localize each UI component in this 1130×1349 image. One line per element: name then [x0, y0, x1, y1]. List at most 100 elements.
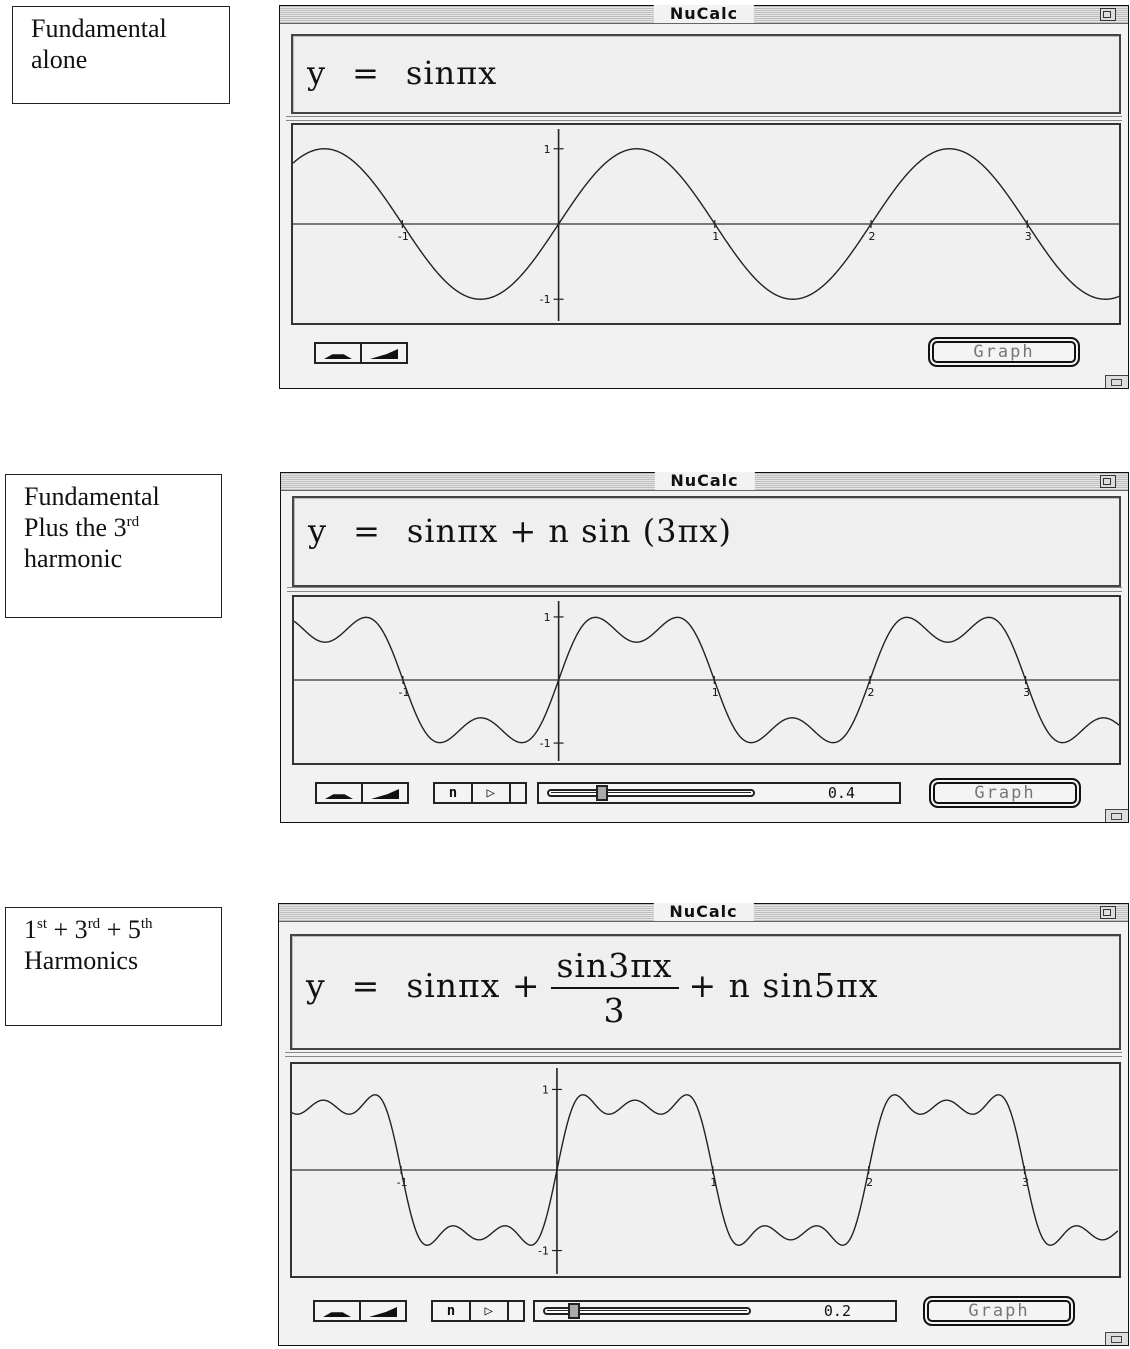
title-bar[interactable]: NuCalc — [281, 472, 1128, 491]
plot: -1 1 2 3 1 -1 — [293, 129, 1119, 321]
label-fundamental-plus-3rd: Fundamental Plus the 3rd harmonic — [5, 474, 222, 618]
graph-button[interactable]: Graph — [929, 778, 1081, 808]
equation: y = sinπx + sin3πx 3 + n sin5πx — [306, 946, 878, 1030]
resize-handle-icon[interactable] — [1105, 375, 1128, 388]
mode-ramp-button[interactable] — [361, 1302, 405, 1320]
x-tick-label: 3 — [1023, 686, 1030, 699]
y-tick-label: -1 — [538, 1245, 549, 1258]
label-line-harmonic-list: 1st + 3rd + 5th — [24, 914, 221, 945]
equation: y = sinπx + n sin (3πx) — [308, 512, 732, 550]
nucalc-window-1: NuCalc y = sinπx -1 1 2 3 1 -1 Graph — [279, 5, 1129, 389]
graph-mode-buttons — [314, 342, 408, 364]
label-line: alone — [31, 45, 88, 74]
equation-equals: = — [351, 966, 381, 1005]
n-variable-button[interactable]: n — [435, 784, 473, 802]
label-sup: rd — [126, 514, 140, 530]
x-tick-label: -1 — [398, 230, 409, 243]
title-bar[interactable]: NuCalc — [279, 903, 1128, 922]
divider — [287, 587, 1122, 592]
label-line: Fundamental — [31, 14, 167, 43]
mode-flat-button[interactable] — [315, 1302, 361, 1320]
function-curve — [293, 148, 1119, 300]
flat-mode-icon — [324, 354, 352, 359]
divider — [286, 116, 1122, 121]
mode-flat-button[interactable] — [316, 344, 362, 362]
play-icon[interactable]: ▷ — [471, 1302, 509, 1320]
slider-value: 0.4 — [827, 784, 855, 802]
flat-mode-icon — [325, 794, 353, 799]
nucalc-window-2: NuCalc y = sinπx + n sin (3πx) -1 1 2 3 1 -1 n … — [280, 472, 1129, 823]
flat-mode-icon — [323, 1312, 351, 1317]
label-text: + 3 — [47, 915, 88, 944]
ramp-mode-icon — [371, 789, 399, 799]
x-tick-label: 1 — [710, 1176, 717, 1189]
window-title: NuCalc — [654, 472, 755, 490]
y-tick-label: -1 — [540, 293, 551, 306]
mode-ramp-button[interactable] — [363, 784, 407, 802]
y-tick-label: 1 — [544, 611, 551, 624]
graph-button-label: Graph — [974, 783, 1036, 803]
label-text: 1 — [24, 915, 37, 944]
graph-button-label: Graph — [968, 1301, 1030, 1321]
title-bar[interactable]: NuCalc — [280, 5, 1128, 24]
n-slider[interactable]: 0.4 — [537, 782, 901, 804]
equation-lhs: y — [306, 966, 326, 1005]
label-text: Plus the 3 — [24, 513, 127, 542]
plot: -1 1 2 3 1 -1 — [294, 601, 1119, 761]
equation-area[interactable]: y = sinπx + sin3πx 3 + n sin5πx — [290, 934, 1121, 1050]
slider-track[interactable] — [547, 789, 755, 797]
label-sup: th — [140, 916, 153, 932]
x-tick-label: 1 — [712, 686, 719, 699]
ramp-mode-icon — [369, 1307, 397, 1317]
n-variable-button[interactable]: n — [433, 1302, 471, 1320]
graph-button[interactable]: Graph — [923, 1296, 1075, 1326]
n-slider[interactable]: 0.2 — [533, 1300, 897, 1322]
graph-area[interactable]: -1 1 2 3 1 -1 — [290, 1062, 1121, 1278]
equation-area[interactable]: y = sinπx + n sin (3πx) — [292, 496, 1121, 587]
window-title: NuCalc — [653, 5, 755, 23]
slider-track[interactable] — [543, 1307, 751, 1315]
equation-rhs: sinπx — [405, 54, 498, 92]
equation-equals: = — [353, 512, 381, 550]
equation: y = sinπx — [307, 54, 497, 92]
x-tick-label: 1 — [712, 230, 719, 243]
zoom-box-icon[interactable] — [1100, 475, 1116, 488]
graph-area[interactable]: -1 1 2 3 1 -1 — [292, 595, 1121, 765]
equation-area[interactable]: y = sinπx — [291, 34, 1121, 114]
fraction-numerator: sin3πx — [550, 946, 679, 989]
equation-rhs-a: sinπx + — [406, 966, 541, 1005]
y-tick-label: 1 — [544, 143, 551, 156]
y-tick-label: -1 — [540, 737, 551, 750]
resize-handle-icon[interactable] — [1105, 809, 1128, 822]
zoom-box-icon[interactable] — [1100, 906, 1116, 919]
x-tick-label: 2 — [866, 1176, 873, 1189]
play-icon[interactable]: ▷ — [473, 784, 511, 802]
label-line: Fundamental — [24, 482, 160, 511]
equation-equals: = — [352, 54, 380, 92]
graph-button[interactable]: Graph — [928, 337, 1080, 367]
function-curve — [292, 1094, 1118, 1246]
slider-thumb[interactable] — [567, 1303, 580, 1319]
label-line: harmonic — [24, 544, 123, 573]
slider-thumb[interactable] — [596, 785, 608, 801]
slider-cap — [511, 784, 525, 802]
mode-flat-button[interactable] — [317, 784, 363, 802]
plot: -1 1 2 3 1 -1 — [292, 1068, 1118, 1274]
label-line-with-sup: Plus the 3rd — [24, 512, 221, 543]
nucalc-window-3: NuCalc y = sinπx + sin3πx 3 + n sin5πx -1 1 2 3 1… — [278, 903, 1129, 1346]
zoom-box-icon[interactable] — [1100, 8, 1116, 21]
animation-buttons: n ▷ — [433, 782, 527, 804]
graph-mode-buttons — [315, 782, 409, 804]
label-sup: rd — [87, 916, 101, 932]
fraction-denominator: 3 — [603, 991, 626, 1030]
mode-ramp-button[interactable] — [362, 344, 406, 362]
window-title: NuCalc — [653, 903, 754, 921]
label-sup: st — [37, 916, 48, 932]
resize-handle-icon[interactable] — [1105, 1332, 1128, 1345]
graph-area[interactable]: -1 1 2 3 1 -1 — [291, 123, 1121, 325]
label-line: Harmonics — [24, 946, 139, 975]
ramp-mode-icon — [370, 349, 398, 359]
label-text: + 5 — [100, 915, 141, 944]
equation-lhs: y — [308, 512, 328, 550]
function-curve — [294, 616, 1119, 744]
